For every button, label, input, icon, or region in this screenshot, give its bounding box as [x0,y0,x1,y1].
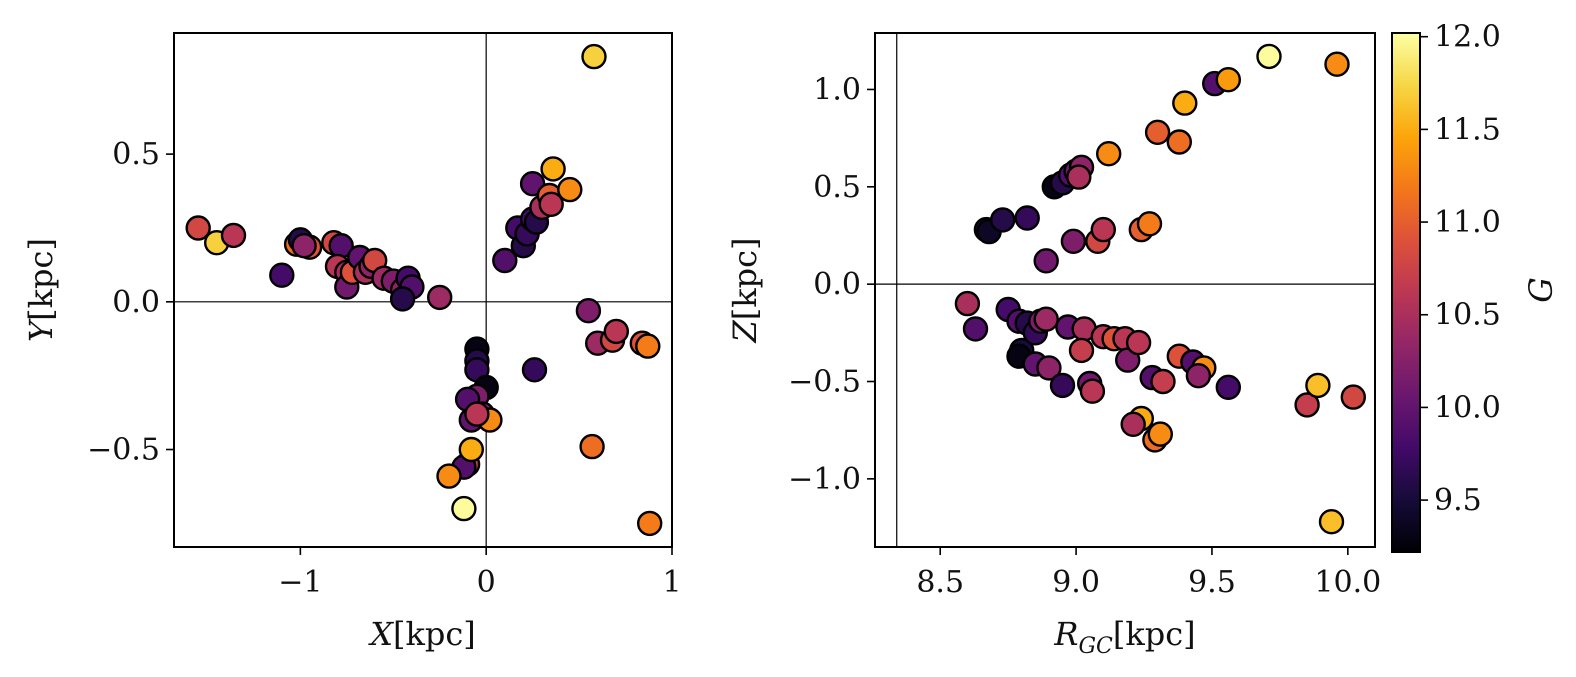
rz-x-tick-label: 10.0 [1314,565,1381,600]
rz-data-point [1014,205,1040,231]
rz-data-point [1120,411,1146,437]
rz-data-point [1033,306,1059,332]
xy-data-point [436,463,462,489]
xy-data-point [538,191,564,218]
rz-data-point [1090,216,1117,243]
rz-y-tick-label: 0.5 [813,170,861,205]
rz-x-tick-label: 9.5 [1188,565,1236,600]
xy-panel: −1 0 1 −0.5 0.0 0.5 X[kpc] Y[kpc] [22,32,682,653]
rz-x-tick-label: 9.0 [1052,565,1100,600]
colorbar: 9.5 10.0 10.5 11.0 11.5 12.0 G [1391,20,1560,553]
xy-data-point [521,357,548,383]
rz-data-point [1172,90,1198,116]
xy-data-point [389,286,416,312]
xy-data-point [451,495,477,522]
xy-x-ticks: −1 0 1 [278,547,682,600]
xy-data-point [492,247,518,274]
xy-plot-frame [173,32,673,548]
rz-data-point [1215,66,1242,93]
rz-data-point [1324,51,1350,77]
colorbar-tick-label: 10.5 [1434,298,1501,333]
colorbar-tick-label: 9.5 [1434,483,1482,518]
colorbar-tick-label: 11.0 [1434,205,1501,240]
xy-data-point [540,156,566,182]
xy-y-tick-label: −0.5 [87,433,160,468]
rz-data-point [1305,372,1331,399]
xy-data-point [185,215,211,241]
xy-data-point [581,43,607,70]
rz-plot-frame [874,32,1376,548]
rz-data-point [1095,140,1122,167]
xy-data-point [464,401,490,427]
rz-data-point [1144,119,1171,146]
xy-data-point [269,262,295,288]
xy-points [185,43,663,537]
rz-x-ticks: 8.5 9.0 9.5 10.0 [916,547,1381,600]
rz-data-point [1079,378,1106,404]
rz-x-tick-label: 8.5 [916,565,964,600]
rz-data-point [1166,129,1193,155]
colorbar-label: G [1522,277,1560,303]
xy-y-tick-label: 0.0 [112,285,160,320]
xy-x-tick-label: 0 [477,565,496,600]
rz-data-point [990,207,1016,233]
colorbar-tick-label: 11.5 [1434,112,1501,147]
rz-data-point [1049,372,1076,399]
rz-x-axis-label: RGC[kpc] [1053,615,1195,659]
rz-data-point [1147,421,1174,447]
xy-data-point [603,318,629,345]
rz-data-point [1150,368,1176,395]
xy-y-tick-label: 0.5 [112,137,160,172]
rz-y-tick-label: 0.0 [813,267,861,302]
colorbar-tick-label: 12.0 [1434,20,1501,55]
rz-data-point [1066,164,1092,190]
rz-data-point [1068,337,1095,364]
colorbar-ticks: 9.5 10.0 10.5 11.0 11.5 12.0 [1420,20,1501,518]
xy-data-point [220,222,247,249]
xy-data-point [635,333,661,359]
colorbar-gradient [1392,33,1420,552]
rz-y-axis-label: Z[kpc] [726,238,764,344]
rz-data-point [1340,384,1367,410]
xy-data-point [458,436,484,463]
rz-y-tick-label: −0.5 [788,365,861,400]
rz-data-point [1256,43,1282,70]
xy-x-axis-label: X[kpc] [367,615,476,653]
rz-data-point [962,316,989,342]
rz-data-point [1318,509,1345,535]
rz-data-point [1033,248,1059,274]
xy-data-point [427,284,453,311]
colorbar-tick-label: 10.0 [1434,390,1501,425]
rz-y-ticks: −1.0 −0.5 0.0 0.5 1.0 [788,72,875,497]
rz-data-point [1136,211,1163,237]
xy-data-point [575,298,602,324]
rz-data-point [954,290,981,317]
rz-data-point [1060,228,1087,255]
xy-x-tick-label: 1 [662,565,681,600]
xy-data-point [637,510,663,537]
rz-data-point [1294,392,1320,418]
xy-y-axis-label: Y[kpc] [22,238,60,342]
xy-data-point [579,433,605,460]
xy-data-point [291,232,317,259]
xy-x-tick-label: −1 [278,565,322,600]
rz-y-tick-label: 1.0 [813,72,861,107]
colorbar-frame [1391,32,1421,553]
rz-panel: 8.5 9.0 9.5 10.0 −1.0 −0.5 0.0 0.5 1.0 RGC[kpc]… [726,32,1381,659]
rz-data-point [1036,355,1062,381]
rz-y-tick-label: −1.0 [788,462,861,497]
rz-data-point [1185,363,1212,389]
rz-points [954,43,1367,535]
rz-data-point [1125,329,1152,356]
xy-y-ticks: −0.5 0.0 0.5 [87,137,174,468]
xy-data-point [557,176,583,203]
rz-data-point [1215,374,1242,400]
